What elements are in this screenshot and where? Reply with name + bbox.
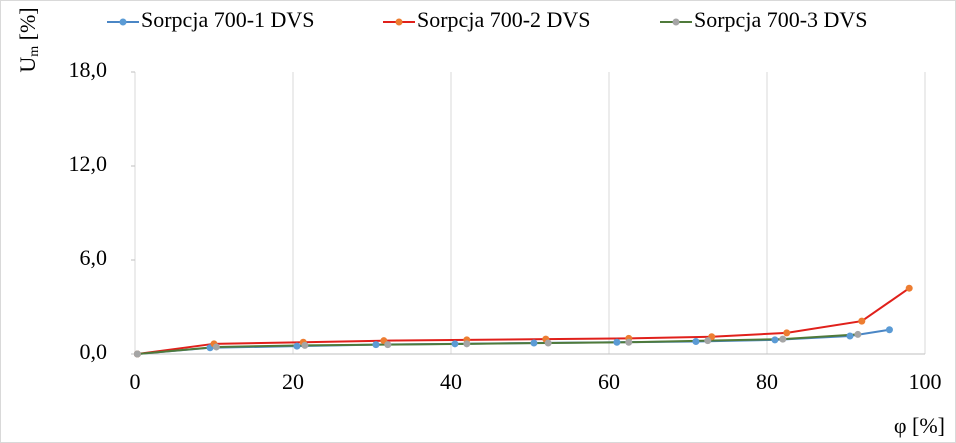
legend-marker [119, 18, 127, 26]
data-point [372, 341, 380, 349]
data-point [704, 337, 712, 345]
data-point [779, 335, 787, 343]
legend-marker [672, 18, 680, 26]
data-point [613, 338, 621, 346]
legend-label: Sorpcja 700-2 DVS [417, 7, 591, 32]
y-tick-label: 12,0 [69, 151, 108, 176]
x-tick-label: 0 [130, 369, 141, 394]
y-tick-label: 0,0 [80, 339, 108, 364]
x-tick-label: 60 [598, 369, 620, 394]
data-point [451, 340, 459, 348]
data-point [625, 338, 633, 346]
y-axis-label: Um [%] [15, 7, 42, 72]
data-point [905, 284, 913, 292]
data-point [692, 337, 700, 345]
data-point [133, 350, 141, 358]
data-point [301, 341, 309, 349]
data-point [384, 341, 392, 349]
data-point [293, 342, 301, 350]
legend-label: Sorpcja 700-3 DVS [694, 7, 868, 32]
data-point [771, 336, 779, 344]
x-tick-label: 100 [909, 369, 942, 394]
legend-label: Sorpcja 700-1 DVS [141, 7, 315, 32]
data-point [544, 339, 552, 347]
y-label-base: U [15, 57, 40, 73]
x-tick-label: 40 [440, 369, 462, 394]
data-point [463, 340, 471, 348]
series-line [137, 333, 858, 355]
data-point [846, 332, 854, 340]
x-tick-label: 80 [756, 369, 778, 394]
legend-marker [395, 18, 403, 26]
y-tick-label: 6,0 [80, 245, 108, 270]
x-tick-label: 20 [282, 369, 304, 394]
y-label-sub: m [27, 46, 42, 57]
y-tick-label: 18,0 [69, 57, 108, 82]
data-point [854, 330, 862, 338]
data-point [783, 329, 791, 337]
x-axis-label: φ [%] [894, 413, 945, 438]
y-label-unit: [%] [15, 7, 40, 45]
data-point [530, 339, 538, 347]
data-point [885, 326, 893, 334]
data-point [858, 317, 866, 325]
data-point [212, 343, 220, 351]
